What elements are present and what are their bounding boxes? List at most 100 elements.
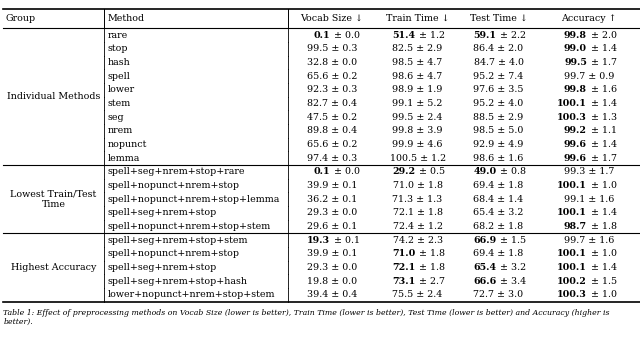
Text: 29.2: 29.2 — [392, 167, 416, 176]
Text: 65.6 ± 0.2: 65.6 ± 0.2 — [307, 140, 357, 149]
Text: 39.9 ± 0.1: 39.9 ± 0.1 — [307, 181, 357, 190]
Text: 82.5 ± 2.9: 82.5 ± 2.9 — [392, 44, 443, 53]
Text: hash: hash — [108, 58, 131, 67]
Text: 98.6 ± 1.6: 98.6 ± 1.6 — [474, 154, 524, 163]
Text: 69.4 ± 1.8: 69.4 ± 1.8 — [474, 249, 524, 258]
Text: spell+seg+nrem+stop: spell+seg+nrem+stop — [108, 263, 217, 272]
Text: 92.3 ± 0.3: 92.3 ± 0.3 — [307, 85, 357, 94]
Text: 69.4 ± 1.8: 69.4 ± 1.8 — [474, 181, 524, 190]
Text: 99.6: 99.6 — [564, 154, 587, 163]
Text: ± 3.4: ± 3.4 — [497, 277, 527, 286]
Text: ± 0.1: ± 0.1 — [330, 236, 360, 245]
Text: ± 1.4: ± 1.4 — [588, 208, 616, 218]
Text: 98.5 ± 4.7: 98.5 ± 4.7 — [392, 58, 443, 67]
Text: ± 0.0: ± 0.0 — [330, 31, 360, 40]
Text: ± 0.5: ± 0.5 — [417, 167, 445, 176]
Text: 99.2: 99.2 — [564, 127, 587, 135]
Text: lower: lower — [108, 85, 134, 94]
Text: ± 1.3: ± 1.3 — [588, 113, 617, 122]
Text: ± 1.4: ± 1.4 — [588, 44, 616, 53]
Text: 72.4 ± 1.2: 72.4 ± 1.2 — [392, 222, 443, 231]
Text: 32.8 ± 0.0: 32.8 ± 0.0 — [307, 58, 357, 67]
Text: 29.6 ± 0.1: 29.6 ± 0.1 — [307, 222, 357, 231]
Text: 71.0 ± 1.8: 71.0 ± 1.8 — [392, 181, 443, 190]
Text: 99.9 ± 4.6: 99.9 ± 4.6 — [392, 140, 443, 149]
Text: 99.3 ± 1.7: 99.3 ± 1.7 — [564, 167, 614, 176]
Text: 68.2 ± 1.8: 68.2 ± 1.8 — [474, 222, 524, 231]
Text: 74.2 ± 2.3: 74.2 ± 2.3 — [392, 236, 443, 245]
Text: spell+seg+nrem+stop+hash: spell+seg+nrem+stop+hash — [108, 277, 248, 286]
Text: spell+nopunct+nrem+stop: spell+nopunct+nrem+stop — [108, 249, 239, 258]
Text: spell+seg+nrem+stop+stem: spell+seg+nrem+stop+stem — [108, 236, 248, 245]
Text: 19.3: 19.3 — [307, 236, 330, 245]
Text: 99.1 ± 5.2: 99.1 ± 5.2 — [392, 99, 443, 108]
Text: Group: Group — [6, 14, 36, 23]
Text: ± 1.0: ± 1.0 — [588, 249, 616, 258]
Text: 100.1: 100.1 — [557, 99, 587, 108]
Text: ± 1.6: ± 1.6 — [588, 85, 617, 94]
Text: 89.8 ± 0.4: 89.8 ± 0.4 — [307, 127, 357, 135]
Text: 100.3: 100.3 — [557, 291, 587, 299]
Text: 49.0: 49.0 — [474, 167, 497, 176]
Text: Test Time ↓: Test Time ↓ — [470, 14, 527, 23]
Text: 98.6 ± 4.7: 98.6 ± 4.7 — [392, 72, 443, 81]
Text: 99.5 ± 0.3: 99.5 ± 0.3 — [307, 44, 357, 53]
Text: 99.8: 99.8 — [564, 31, 587, 40]
Text: Highest Accuracy: Highest Accuracy — [11, 263, 96, 272]
Text: spell+seg+nrem+stop: spell+seg+nrem+stop — [108, 208, 217, 218]
Text: 65.4 ± 3.2: 65.4 ± 3.2 — [474, 208, 524, 218]
Text: ± 1.5: ± 1.5 — [497, 236, 527, 245]
Text: 100.5 ± 1.2: 100.5 ± 1.2 — [390, 154, 445, 163]
Text: 65.6 ± 0.2: 65.6 ± 0.2 — [307, 72, 357, 81]
Text: ± 1.4: ± 1.4 — [588, 140, 616, 149]
Text: ± 2.7: ± 2.7 — [417, 277, 445, 286]
Text: 29.3 ± 0.0: 29.3 ± 0.0 — [307, 263, 357, 272]
Text: ± 1.4: ± 1.4 — [588, 263, 616, 272]
Text: 59.1: 59.1 — [474, 31, 497, 40]
Text: rare: rare — [108, 31, 128, 40]
Text: ± 1.8: ± 1.8 — [588, 222, 616, 231]
Text: 72.1 ± 1.8: 72.1 ± 1.8 — [392, 208, 443, 218]
Text: 39.9 ± 0.1: 39.9 ± 0.1 — [307, 249, 357, 258]
Text: nopunct: nopunct — [108, 140, 147, 149]
Text: lemma: lemma — [108, 154, 140, 163]
Text: 97.6 ± 3.5: 97.6 ± 3.5 — [474, 85, 524, 94]
Text: ± 1.8: ± 1.8 — [417, 249, 445, 258]
Text: 100.1: 100.1 — [557, 208, 587, 218]
Text: stem: stem — [108, 99, 131, 108]
Text: Vocab Size ↓: Vocab Size ↓ — [300, 14, 364, 23]
Text: 95.2 ± 4.0: 95.2 ± 4.0 — [474, 99, 524, 108]
Text: ± 1.7: ± 1.7 — [588, 154, 616, 163]
Text: 100.2: 100.2 — [557, 277, 587, 286]
Text: 72.1: 72.1 — [392, 263, 416, 272]
Text: 95.2 ± 7.4: 95.2 ± 7.4 — [474, 72, 524, 81]
Text: 99.1 ± 1.6: 99.1 ± 1.6 — [564, 195, 614, 204]
Text: 88.5 ± 2.9: 88.5 ± 2.9 — [474, 113, 524, 122]
Text: 98.5 ± 5.0: 98.5 ± 5.0 — [474, 127, 524, 135]
Text: Accuracy ↑: Accuracy ↑ — [561, 14, 616, 23]
Text: ± 1.4: ± 1.4 — [588, 99, 616, 108]
Text: 98.9 ± 1.9: 98.9 ± 1.9 — [392, 85, 443, 94]
Text: 47.5 ± 0.2: 47.5 ± 0.2 — [307, 113, 357, 122]
Text: 98.7: 98.7 — [564, 222, 587, 231]
Text: spell+nopunct+nrem+stop: spell+nopunct+nrem+stop — [108, 181, 239, 190]
Text: 29.3 ± 0.0: 29.3 ± 0.0 — [307, 208, 357, 218]
Text: ± 0.8: ± 0.8 — [497, 167, 526, 176]
Text: 82.7 ± 0.4: 82.7 ± 0.4 — [307, 99, 357, 108]
Text: ± 1.0: ± 1.0 — [588, 181, 616, 190]
Text: stop: stop — [108, 44, 128, 53]
Text: 0.1: 0.1 — [314, 167, 330, 176]
Text: ± 3.2: ± 3.2 — [497, 263, 527, 272]
Text: 19.8 ± 0.0: 19.8 ± 0.0 — [307, 277, 357, 286]
Text: 65.4: 65.4 — [474, 263, 497, 272]
Text: 100.1: 100.1 — [557, 263, 587, 272]
Text: ± 2.2: ± 2.2 — [497, 31, 526, 40]
Text: Individual Methods: Individual Methods — [7, 92, 100, 101]
Text: 66.6: 66.6 — [474, 277, 497, 286]
Text: ± 1.7: ± 1.7 — [588, 58, 616, 67]
Text: 84.7 ± 4.0: 84.7 ± 4.0 — [474, 58, 524, 67]
Text: ± 1.5: ± 1.5 — [588, 277, 617, 286]
Text: seg: seg — [108, 113, 124, 122]
Text: 71.3 ± 1.3: 71.3 ± 1.3 — [392, 195, 443, 204]
Text: 75.5 ± 2.4: 75.5 ± 2.4 — [392, 291, 443, 299]
